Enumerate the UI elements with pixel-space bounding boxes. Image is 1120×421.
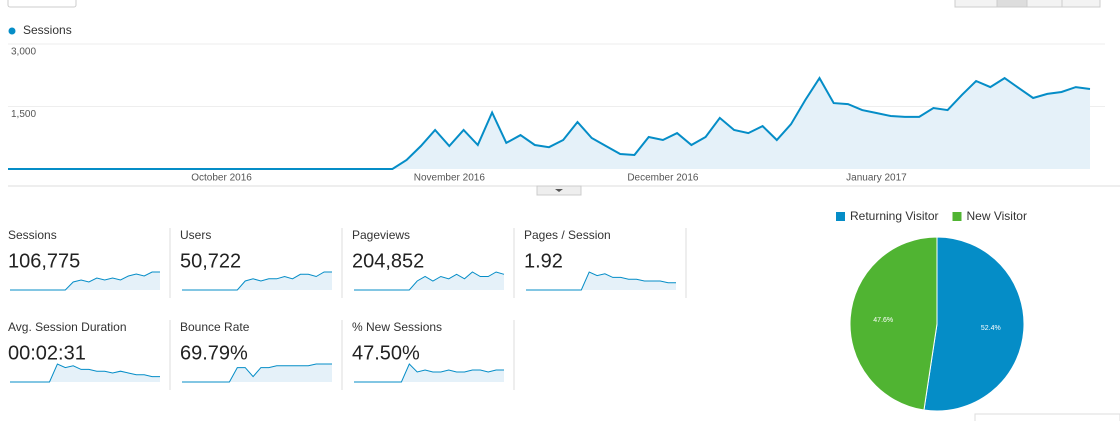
- sparkline-area: [354, 272, 504, 290]
- metric-value: 204,852: [352, 250, 424, 272]
- sparkline: [10, 271, 160, 291]
- legend-label: New Visitor: [967, 209, 1027, 223]
- sparkline-area: [10, 364, 160, 382]
- legend-label: Returning Visitor: [850, 209, 939, 223]
- sparkline: [10, 363, 160, 383]
- x-tick-label: December 2016: [627, 173, 699, 184]
- metric-label: Avg. Session Duration: [8, 320, 127, 334]
- y-tick-label: 1,500: [11, 109, 36, 120]
- sparkline: [182, 363, 332, 383]
- sparkline-area: [354, 364, 504, 382]
- top-button[interactable]: [7, 0, 77, 8]
- metric-value: 69.79%: [180, 342, 248, 364]
- sparkline-area: [526, 272, 676, 290]
- metric-value: 1.92: [524, 250, 563, 272]
- pie-legend: Returning Visitor New Visitor: [836, 209, 1027, 223]
- sparkline: [354, 363, 504, 383]
- area: [8, 78, 1090, 169]
- metric-label: Users: [180, 228, 211, 242]
- view-toggle-active[interactable]: [996, 0, 1028, 8]
- legend-swatch: [952, 212, 962, 221]
- legend-swatch: [836, 212, 845, 221]
- footer-box: [974, 413, 1120, 421]
- metric-value: 47.50%: [352, 342, 420, 364]
- legend-label: Sessions: [23, 23, 72, 37]
- expand-arrow: [555, 189, 563, 192]
- sparkline: [526, 271, 676, 291]
- metric-label: Pageviews: [352, 228, 410, 242]
- sparkline: [182, 271, 332, 291]
- sparkline-area: [182, 272, 332, 290]
- metric-label: Pages / Session: [524, 228, 611, 242]
- metric-value: 50,722: [180, 250, 241, 272]
- pie-slice: [849, 236, 938, 411]
- legend-dot: [8, 27, 16, 35]
- metric-value: 00:02:31: [8, 342, 86, 364]
- x-tick-label: November 2016: [414, 173, 486, 184]
- metric-label: % New Sessions: [352, 320, 442, 334]
- metric-label: Sessions: [8, 228, 57, 242]
- metric-label: Bounce Rate: [180, 320, 250, 334]
- x-tick-label: October 2016: [191, 173, 252, 184]
- slice-label: 47.6%: [873, 317, 893, 324]
- slice-label: 52.4%: [981, 325, 1001, 332]
- x-tick-label: January 2017: [846, 173, 907, 184]
- pie-slice: [923, 236, 1025, 412]
- y-tick-label: 3,000: [11, 47, 36, 58]
- sparkline-area: [182, 364, 332, 382]
- line: [8, 76, 1091, 170]
- sparkline: [354, 271, 505, 291]
- metric-value: 106,775: [8, 250, 80, 272]
